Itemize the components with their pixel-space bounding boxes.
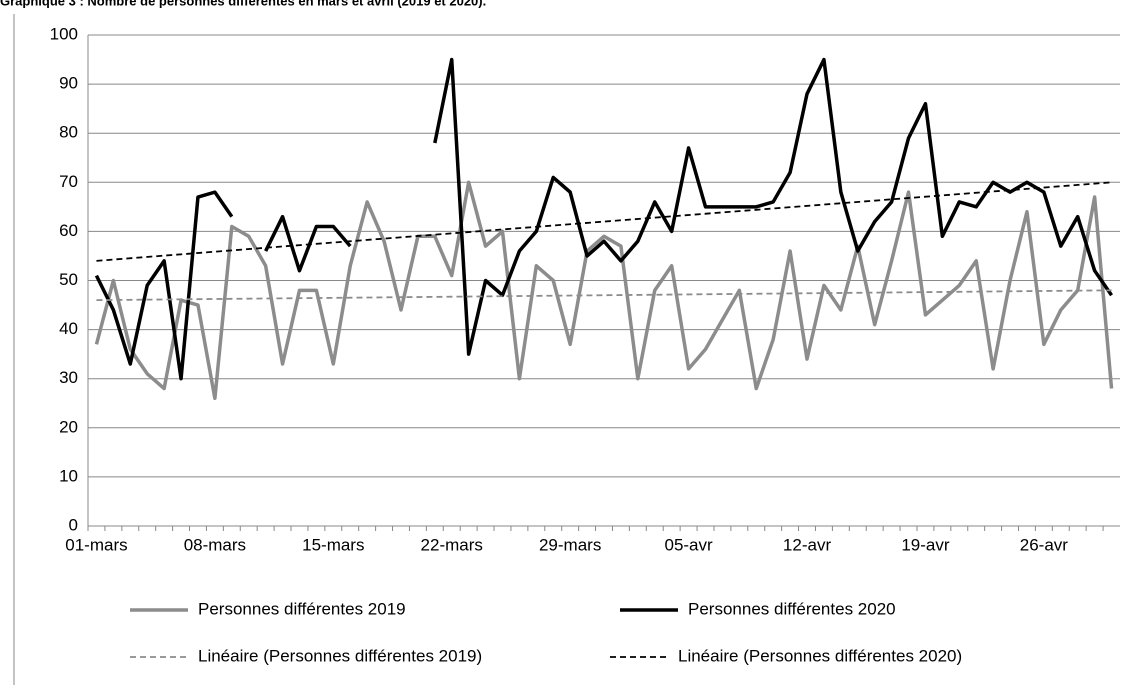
- x-tick-label: 12-avr: [783, 535, 832, 554]
- x-tick-label: 15-mars: [302, 535, 364, 554]
- x-tick-label: 05-avr: [664, 535, 713, 554]
- y-tick-label: 20: [59, 417, 78, 436]
- legend-label: Linéaire (Personnes différentes 2020): [678, 646, 962, 665]
- y-tick-label: 70: [59, 172, 78, 191]
- y-tick-label: 40: [59, 319, 78, 338]
- chart-title: Graphique 3 : Nombre de personnes différ…: [0, 0, 486, 8]
- trend-line: [96, 181, 1112, 262]
- legend-label: Personnes différentes 2020: [688, 599, 896, 618]
- x-tick-label: 22-mars: [421, 535, 483, 554]
- legend-label: Personnes différentes 2019: [198, 599, 406, 618]
- x-tick-label: 19-avr: [901, 535, 950, 554]
- x-tick-label: 01-mars: [65, 535, 127, 554]
- y-tick-label: 80: [59, 123, 78, 142]
- y-tick-label: 60: [59, 221, 78, 240]
- y-tick-label: 0: [69, 515, 78, 534]
- x-tick-label: 29-mars: [539, 535, 601, 554]
- series-line: [94, 57, 1113, 381]
- trend-line: [96, 289, 1112, 302]
- y-tick-label: 10: [59, 466, 78, 485]
- x-tick-label: 26-avr: [1020, 535, 1069, 554]
- y-tick-label: 90: [59, 74, 78, 93]
- y-tick-label: 100: [50, 24, 78, 43]
- series-line: [94, 180, 1114, 401]
- x-tick-label: 08-mars: [184, 535, 246, 554]
- legend-label: Linéaire (Personnes différentes 2019): [198, 646, 482, 665]
- y-tick-label: 30: [59, 368, 78, 387]
- y-tick-label: 50: [59, 270, 78, 289]
